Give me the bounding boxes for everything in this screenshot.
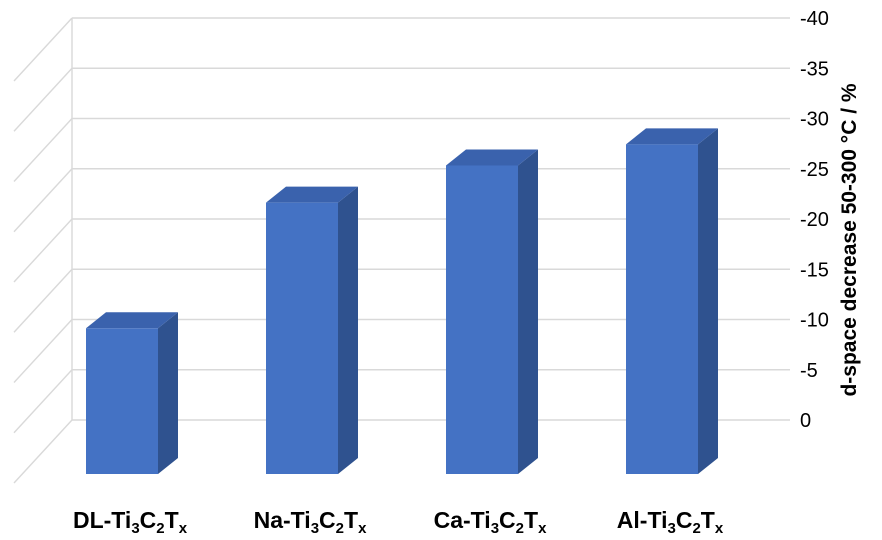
gridline-side (13, 218, 73, 283)
bar (626, 128, 718, 475)
x-category-label: Ca-Ti3C2Tx (434, 507, 547, 535)
y-tick-label: -40 (800, 8, 829, 30)
y-tick-label: 0 (800, 410, 811, 432)
bar (86, 312, 178, 474)
bar-top (446, 149, 538, 166)
y-tick-label: -5 (800, 360, 818, 382)
gridline-side (13, 118, 73, 182)
y-axis-label: d-space decrease 50-300 °C / % (838, 83, 861, 396)
x-category-label: DL-Ti3C2Tx (73, 507, 188, 535)
bar-side (338, 186, 358, 474)
gridline-side (13, 168, 73, 233)
x-category-label: Al-Ti3C2Tx (617, 507, 724, 535)
bar (266, 186, 358, 474)
bars (86, 128, 718, 475)
x-axis-labels: DL-Ti3C2Tx Na-Ti3C2Tx Ca-Ti3C2Tx Al-Ti3C2Tx (73, 507, 724, 537)
bar-top (86, 312, 178, 329)
bar-front (626, 144, 698, 475)
y-tick-label: -10 (800, 310, 829, 332)
gridline-side (13, 369, 73, 434)
bar-front (266, 202, 338, 474)
x-category-label: Na-Ti3C2Tx (254, 507, 367, 535)
bar-side (518, 149, 538, 474)
bar-front (446, 165, 518, 474)
y-tick-label: -25 (800, 159, 829, 181)
y-axis-ticks: -40 -35 -30 -25 -20 -15 -10 -5 0 (800, 8, 829, 432)
gridline-side (13, 419, 73, 484)
gridline-side (13, 17, 73, 82)
bar (446, 149, 538, 474)
gridline-side (13, 319, 73, 383)
y-tick-label: -30 (800, 109, 829, 131)
bar-top (266, 186, 358, 203)
gridline-side (13, 67, 73, 132)
y-tick-label: -35 (800, 58, 829, 80)
y-tick-label: -20 (800, 209, 829, 231)
y-tick-label: -15 (800, 259, 829, 281)
bar-side (158, 312, 178, 474)
bar-top (626, 128, 718, 145)
gridline-side (13, 268, 73, 333)
bar-front (86, 328, 158, 474)
bar-side (698, 128, 718, 475)
